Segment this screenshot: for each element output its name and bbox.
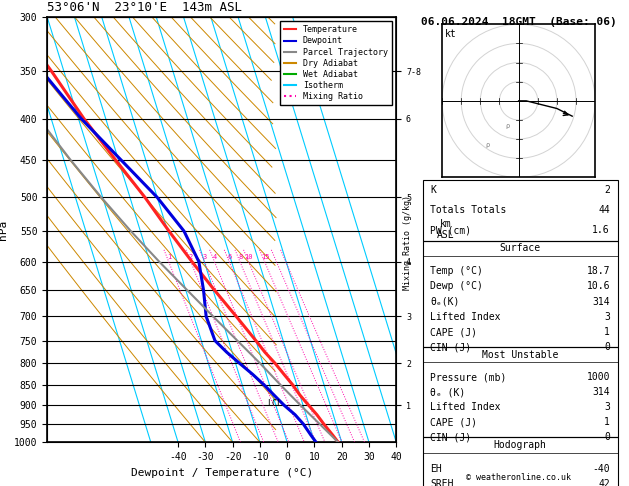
Text: Lifted Index: Lifted Index xyxy=(430,312,501,322)
Text: Mixing Ratio (g/kg): Mixing Ratio (g/kg) xyxy=(403,195,412,291)
Text: © weatheronline.co.uk: © weatheronline.co.uk xyxy=(467,473,571,482)
Text: Totals Totals: Totals Totals xyxy=(430,205,507,215)
Text: 2: 2 xyxy=(189,254,193,260)
Text: 1: 1 xyxy=(604,327,610,337)
Text: 53°06'N  23°10'E  143m ASL: 53°06'N 23°10'E 143m ASL xyxy=(47,1,242,15)
Text: 15: 15 xyxy=(260,254,269,260)
Text: 2: 2 xyxy=(604,185,610,195)
Text: PW (cm): PW (cm) xyxy=(430,226,472,235)
Text: Temp (°C): Temp (°C) xyxy=(430,266,483,276)
Text: CIN (J): CIN (J) xyxy=(430,433,472,442)
Text: 1: 1 xyxy=(167,254,171,260)
Text: 0: 0 xyxy=(604,433,610,442)
Text: 6: 6 xyxy=(227,254,231,260)
Text: Dewp (°C): Dewp (°C) xyxy=(430,281,483,292)
Text: ρ: ρ xyxy=(486,142,490,148)
Y-axis label: hPa: hPa xyxy=(0,220,8,240)
Text: 4: 4 xyxy=(213,254,217,260)
Text: LCL: LCL xyxy=(267,399,282,408)
Text: K: K xyxy=(430,185,437,195)
Legend: Temperature, Dewpoint, Parcel Trajectory, Dry Adiabat, Wet Adiabat, Isotherm, Mi: Temperature, Dewpoint, Parcel Trajectory… xyxy=(280,21,392,105)
Y-axis label: km
ASL: km ASL xyxy=(437,219,455,241)
X-axis label: Dewpoint / Temperature (°C): Dewpoint / Temperature (°C) xyxy=(131,468,313,478)
Text: Most Unstable: Most Unstable xyxy=(482,350,559,360)
Text: 06.06.2024  18GMT  (Base: 06): 06.06.2024 18GMT (Base: 06) xyxy=(421,17,617,27)
Text: ρ: ρ xyxy=(505,122,509,129)
Text: EH: EH xyxy=(430,464,442,473)
Text: Hodograph: Hodograph xyxy=(494,440,547,450)
Text: 42: 42 xyxy=(598,479,610,486)
Text: Lifted Index: Lifted Index xyxy=(430,402,501,413)
Text: 10.6: 10.6 xyxy=(586,281,610,292)
Text: -40: -40 xyxy=(593,464,610,473)
Text: 1000: 1000 xyxy=(586,372,610,382)
Text: 44: 44 xyxy=(598,205,610,215)
Text: 3: 3 xyxy=(604,402,610,413)
Text: 10: 10 xyxy=(245,254,253,260)
Text: 3: 3 xyxy=(604,312,610,322)
Text: θₑ(K): θₑ(K) xyxy=(430,296,460,307)
Text: CAPE (J): CAPE (J) xyxy=(430,327,477,337)
Text: 314: 314 xyxy=(593,296,610,307)
Text: Surface: Surface xyxy=(499,243,541,253)
Text: 1.6: 1.6 xyxy=(593,226,610,235)
Text: Pressure (mb): Pressure (mb) xyxy=(430,372,507,382)
Text: 8: 8 xyxy=(238,254,242,260)
Text: SREH: SREH xyxy=(430,479,454,486)
Text: 314: 314 xyxy=(593,387,610,398)
Text: 18.7: 18.7 xyxy=(586,266,610,276)
Text: 1: 1 xyxy=(604,417,610,427)
Text: 0: 0 xyxy=(604,343,610,352)
Text: 3: 3 xyxy=(203,254,207,260)
Text: CIN (J): CIN (J) xyxy=(430,343,472,352)
Text: θₑ (K): θₑ (K) xyxy=(430,387,465,398)
Text: kt: kt xyxy=(445,29,457,39)
Text: CAPE (J): CAPE (J) xyxy=(430,417,477,427)
